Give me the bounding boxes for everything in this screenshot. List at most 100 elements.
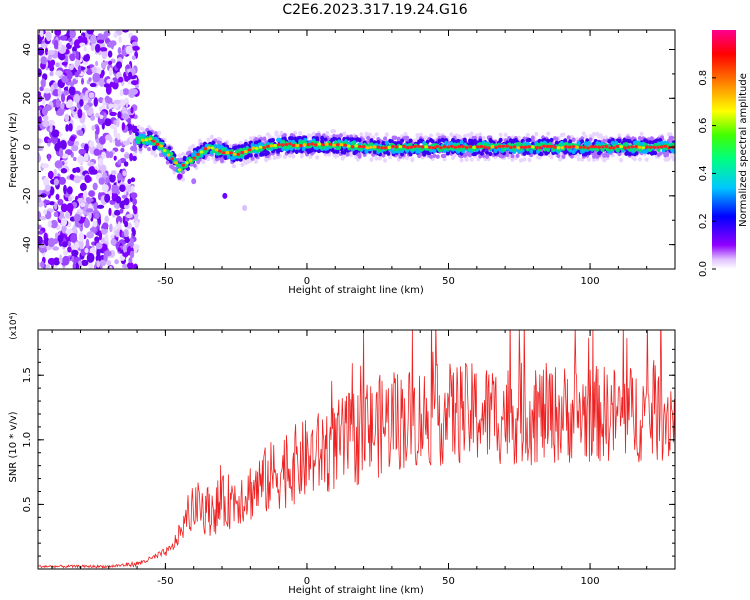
heatmap-band-cell xyxy=(386,151,391,156)
heatmap-band-cell xyxy=(294,149,299,154)
heatmap-band-cell xyxy=(637,157,642,162)
heatmap-noise-cell xyxy=(78,232,85,242)
heatmap-noise-cell xyxy=(86,231,94,239)
heatmap-noise-cell xyxy=(45,31,52,42)
heatmap-band-cell xyxy=(569,154,574,159)
heatmap-noise-cell xyxy=(68,86,76,96)
heatmap-band-cell xyxy=(653,150,658,156)
heatmap-band-cell xyxy=(308,133,313,139)
heatmap-core-cell xyxy=(247,148,252,152)
heatmap-core-cell xyxy=(155,142,160,146)
heatmap-band-cell xyxy=(479,151,484,156)
heatmap-core-cell xyxy=(435,144,440,149)
heatmap-core-cell xyxy=(336,143,340,147)
heatmap-core-cell xyxy=(185,161,189,165)
heatmap-noise-cell xyxy=(114,259,119,265)
heatmap-noise-cell xyxy=(82,95,87,101)
heatmap-noise-cell xyxy=(127,118,131,126)
heatmap-noise-cell xyxy=(58,132,63,138)
heatmap-noise-cell xyxy=(43,91,51,101)
heatmap-noise-cell xyxy=(97,39,105,44)
heatmap-noise-cell xyxy=(108,103,115,108)
heatmap-band-cell xyxy=(369,157,374,162)
heatmap-core-cell xyxy=(405,146,410,150)
heatmap-noise-cell xyxy=(79,202,86,208)
heatmap-band-cell xyxy=(442,156,447,162)
heatmap-band-cell xyxy=(357,137,362,143)
heatmap-band-cell xyxy=(206,137,211,142)
heatmap-core-cell xyxy=(490,145,495,149)
heatmap-core-cell xyxy=(424,145,428,149)
heatmap-band-cell xyxy=(452,153,457,158)
heatmap-noise-cell xyxy=(124,237,130,244)
heatmap-core-cell xyxy=(236,152,241,156)
snr-y-tick-label: 1.5 xyxy=(22,367,33,383)
heatmap-core-cell xyxy=(420,145,425,149)
heatmap-noise-cell xyxy=(67,186,73,195)
heatmap-core-cell xyxy=(343,143,348,147)
heatmap-core-cell xyxy=(299,144,303,148)
heatmap-noise-cell xyxy=(40,56,47,65)
heatmap-core-cell xyxy=(542,144,546,148)
heatmap-band-cell xyxy=(462,137,467,142)
heatmap-noise-cell xyxy=(110,234,115,239)
heatmap-core-cell xyxy=(527,145,531,149)
heatmap-core-cell xyxy=(387,145,392,150)
heatmap-noise-cell xyxy=(47,153,51,162)
heatmap-band-cell xyxy=(240,162,245,167)
heatmap-core-cell xyxy=(332,143,336,147)
heatmap-band-cell xyxy=(442,153,447,158)
heatmap-band-cell xyxy=(291,154,296,159)
colorbar-tick-label: 0.4 xyxy=(698,165,709,181)
spectrogram-y-ticks: -40 -20 0 20 40 xyxy=(22,43,675,270)
heatmap-band-cell xyxy=(282,145,287,150)
heatmap-noise-cell xyxy=(40,43,48,48)
heatmap-noise-cell xyxy=(89,82,97,88)
heatmap-band-cell xyxy=(277,137,282,143)
heatmap-noise-cell xyxy=(119,208,124,214)
heatmap-band-cell xyxy=(197,138,202,143)
heatmap-noise-cell xyxy=(121,263,129,269)
heatmap-noise-cell xyxy=(38,230,44,235)
snr-x-tick-label: 0 xyxy=(304,576,310,587)
heatmap-noise-cell xyxy=(61,75,69,84)
heatmap-core-cell xyxy=(188,159,193,163)
heatmap-noise-cell xyxy=(96,260,101,268)
heatmap-core-cell xyxy=(538,146,542,150)
heatmap-core-cell xyxy=(475,145,480,149)
heatmap-noise-cell xyxy=(101,49,108,60)
heatmap-band-cell xyxy=(532,150,537,155)
heatmap-band-cell xyxy=(515,153,520,158)
heatmap-noise-cell xyxy=(60,93,66,103)
heatmap-noise-cell xyxy=(78,148,87,155)
heatmap-noise-cell xyxy=(131,80,139,86)
heatmap-band-cell xyxy=(393,135,398,140)
heatmap-band-cell xyxy=(671,149,675,154)
heatmap-band-cell xyxy=(527,157,532,163)
heatmap-band-cell xyxy=(637,136,642,141)
heatmap-noise-cell xyxy=(128,257,133,264)
heatmap-noise-cell xyxy=(115,229,120,238)
heatmap-cells xyxy=(38,30,675,269)
heatmap-noise-cell xyxy=(88,261,93,269)
heatmap-band-cell xyxy=(473,151,478,157)
heatmap-core-cell xyxy=(564,145,568,149)
heatmap-noise-cell xyxy=(58,52,66,61)
heatmap-core-cell xyxy=(501,144,506,148)
heatmap-core-cell xyxy=(225,151,230,155)
heatmap-band-cell xyxy=(359,132,364,137)
heatmap-core-cell xyxy=(494,145,498,150)
heatmap-noise-cell xyxy=(77,108,83,119)
heatmap-noise-cell xyxy=(41,107,48,116)
heatmap-noise-cell xyxy=(114,209,121,216)
heatmap-band-cell xyxy=(522,151,527,156)
heatmap-band-cell xyxy=(135,131,140,137)
heatmap-noise-cell xyxy=(44,47,49,56)
heatmap-band-cell xyxy=(367,132,372,137)
heatmap-band-cell xyxy=(432,148,437,154)
heatmap-noise-cell xyxy=(113,103,119,109)
heatmap-core-cell xyxy=(273,143,278,148)
heatmap-core-cell xyxy=(284,142,289,147)
heatmap-band-cell xyxy=(369,138,374,143)
heatmap-band-cell xyxy=(136,140,141,145)
